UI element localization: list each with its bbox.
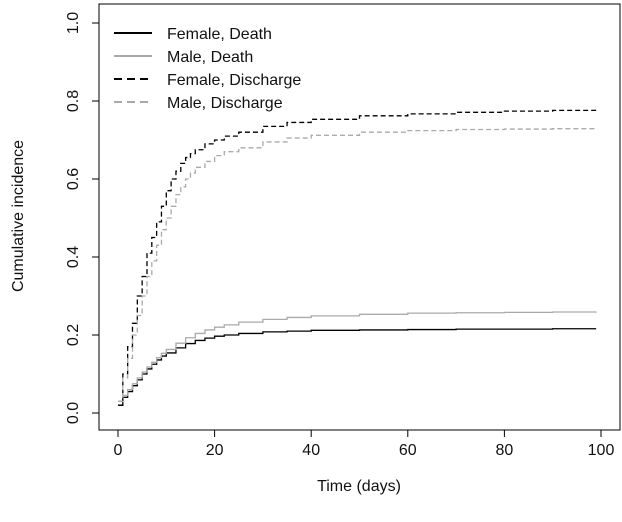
plot-frame: [98, 3, 621, 431]
legend-label: Female, Discharge: [167, 72, 301, 89]
series-line-3: [118, 128, 597, 402]
y-tick-label: 1.0: [65, 12, 82, 34]
x-axis-title: Time (days): [317, 478, 401, 495]
legend-label: Male, Discharge: [167, 95, 283, 112]
x-axis: 0 20 40 60 80 100: [114, 429, 615, 459]
x-tick-label: 0: [114, 442, 123, 459]
y-axis-title: Cumulative incidence: [10, 140, 27, 292]
x-tick-label: 100: [588, 442, 615, 459]
legend-label: Male, Death: [167, 49, 253, 66]
series-layer: [118, 109, 597, 406]
y-tick-label: 0.6: [65, 168, 82, 190]
x-tick-label: 20: [206, 442, 224, 459]
y-tick-label: 0.2: [65, 324, 82, 346]
x-tick-label: 40: [302, 442, 320, 459]
x-tick-label: 80: [496, 442, 514, 459]
y-tick-label: 0.8: [65, 90, 82, 112]
y-tick-label: 0.0: [65, 402, 82, 424]
series-line-2: [118, 109, 597, 406]
series-line-0: [118, 328, 597, 406]
y-axis: 0.0 0.2 0.4 0.6 0.8 1.0: [65, 12, 100, 424]
series-line-1: [118, 311, 597, 402]
legend: Female, Death Male, Death Female, Discharg…: [114, 26, 301, 112]
legend-label: Female, Death: [167, 26, 272, 43]
y-tick-label: 0.4: [65, 246, 82, 268]
x-tick-label: 60: [399, 442, 417, 459]
